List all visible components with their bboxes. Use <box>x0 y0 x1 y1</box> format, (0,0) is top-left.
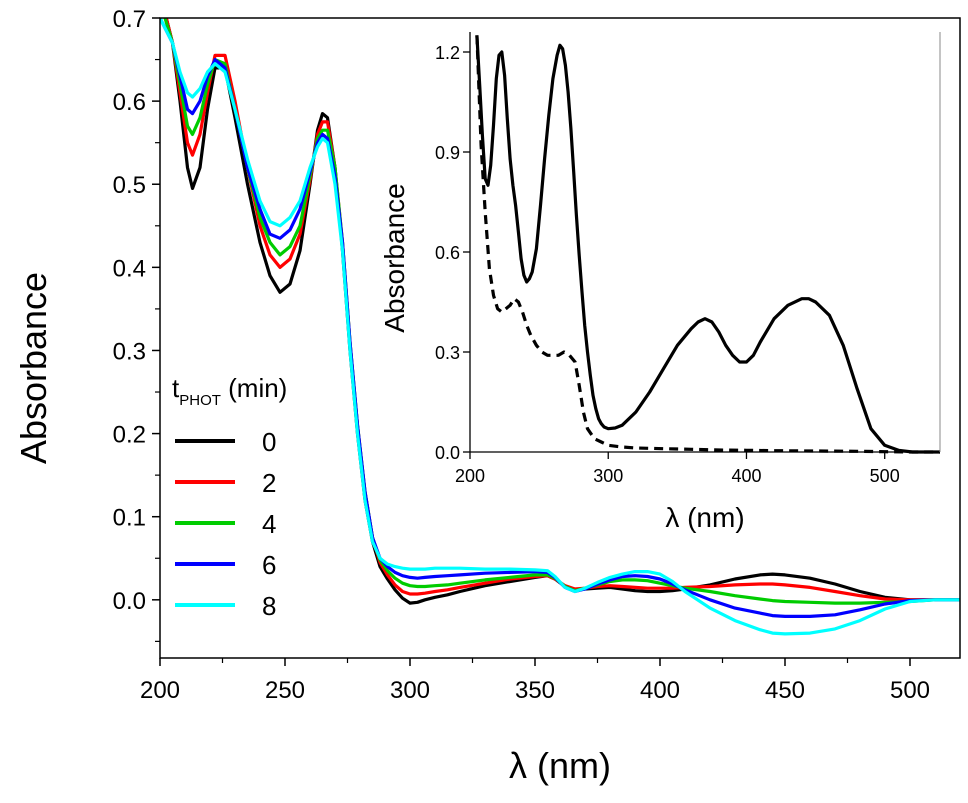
x-tick-label: 500 <box>890 677 930 704</box>
main-plot-frame <box>159 17 961 659</box>
inset-series-line-solid <box>475 35 940 454</box>
inset-x-tick-label: 300 <box>593 466 623 486</box>
inset-series-group <box>475 35 940 454</box>
y-tick-label: 0.5 <box>113 172 146 199</box>
x-tick-label: 400 <box>640 677 680 704</box>
legend-label-4: 4 <box>262 509 276 539</box>
inset-y-tick-label: 0.0 <box>435 443 460 463</box>
inset-x-tick-label: 200 <box>455 466 485 486</box>
main-y-axis-title: Absorbance <box>13 272 54 464</box>
inset-chart: 200 300 400 500 0.0 0.3 0.6 0.9 1.2 λ (nm) Abso… <box>379 30 944 533</box>
y-tick-label: 0.7 <box>113 6 146 33</box>
main-x-ticks: 200 250 300 350 400 450 500 <box>140 658 930 704</box>
legend-label-6: 6 <box>262 550 276 580</box>
legend: tPHOT (min) 0 2 4 6 8 <box>172 373 287 621</box>
y-tick-label: 0.2 <box>113 422 146 449</box>
inset-y-tick-label: 0.3 <box>435 343 460 363</box>
legend-label-2: 2 <box>262 468 276 498</box>
series-line-0 <box>164 18 960 605</box>
inset-y-ticks: 0.0 0.3 0.6 0.9 1.2 <box>435 43 470 463</box>
inset-background <box>468 30 944 455</box>
inset-y-tick-label: 0.9 <box>435 143 460 163</box>
y-tick-label: 0.0 <box>113 588 146 615</box>
inset-series-line-dashed <box>475 35 940 454</box>
x-tick-label: 350 <box>515 677 555 704</box>
x-tick-label: 250 <box>265 677 305 704</box>
inset-x-tick-label: 500 <box>870 466 900 486</box>
main-chart: 200 250 300 350 400 450 500 0.0 0.1 0.2 0.3 0.4 0.5… <box>13 6 961 786</box>
legend-title-main: t <box>172 373 180 403</box>
inset-y-axis-title: Absorbance <box>379 183 410 332</box>
x-tick-label: 450 <box>765 677 805 704</box>
main-y-ticks: 0.0 0.1 0.2 0.3 0.4 0.5 0.6 0.7 <box>113 6 160 642</box>
inset-y-tick-label: 0.6 <box>435 243 460 263</box>
legend-label-8: 8 <box>262 591 276 621</box>
series-line-8 <box>160 18 960 636</box>
inset-x-ticks: 200 300 400 500 <box>455 452 900 486</box>
y-tick-label: 0.4 <box>113 255 146 282</box>
legend-items: 0 2 4 6 8 <box>175 427 276 621</box>
y-tick-label: 0.1 <box>113 505 146 532</box>
x-tick-label: 300 <box>390 677 430 704</box>
inset-x-tick-label: 400 <box>731 466 761 486</box>
y-tick-label: 0.3 <box>113 338 146 365</box>
legend-title: tPHOT (min) <box>172 373 287 409</box>
inset-y-tick-label: 1.2 <box>435 43 460 63</box>
legend-label-0: 0 <box>262 427 276 457</box>
legend-title-sub: PHOT <box>179 392 221 409</box>
legend-title-unit: (min) <box>221 373 287 403</box>
x-tick-label: 200 <box>140 677 180 704</box>
main-x-axis-title: λ (nm) <box>509 745 611 786</box>
series-line-6 <box>160 18 960 619</box>
main-series-group <box>160 18 960 636</box>
y-tick-label: 0.6 <box>113 89 146 116</box>
inset-x-axis-title: λ (nm) <box>665 502 744 533</box>
